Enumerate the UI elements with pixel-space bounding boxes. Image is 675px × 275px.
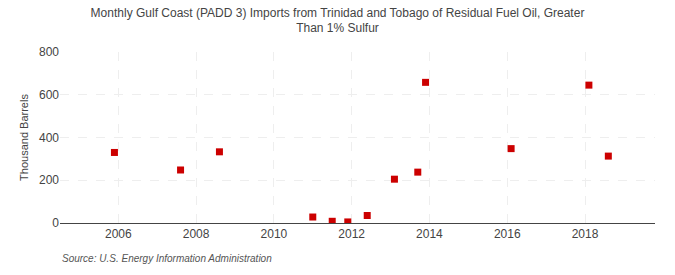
svg-text:Source: U.S. Energy Informatio: Source: U.S. Energy Information Administ…	[62, 253, 272, 264]
svg-text:600: 600	[39, 88, 59, 102]
svg-text:2010: 2010	[261, 227, 288, 241]
svg-text:Thousand Barrels: Thousand Barrels	[18, 94, 30, 181]
svg-text:2018: 2018	[572, 227, 599, 241]
svg-text:2008: 2008	[183, 227, 210, 241]
svg-text:200: 200	[39, 173, 59, 187]
svg-text:2016: 2016	[494, 227, 521, 241]
svg-text:2006: 2006	[105, 227, 132, 241]
svg-text:2012: 2012	[338, 227, 365, 241]
svg-text:0: 0	[52, 216, 59, 230]
svg-text:2014: 2014	[416, 227, 443, 241]
svg-text:400: 400	[39, 131, 59, 145]
svg-text:Monthly Gulf Coast (PADD 3) Im: Monthly Gulf Coast (PADD 3) Imports from…	[91, 6, 585, 36]
svg-text:800: 800	[39, 45, 59, 59]
